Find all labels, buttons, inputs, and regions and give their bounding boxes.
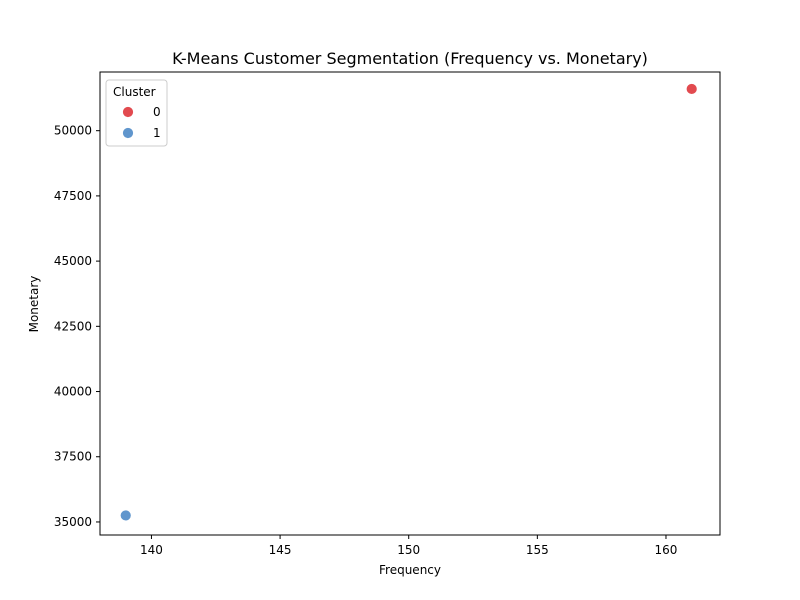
legend-box xyxy=(105,79,168,147)
x-tick-label: 150 xyxy=(397,543,420,557)
scatter-point-cluster-1 xyxy=(119,509,132,522)
legend-label-cluster-0: 0 xyxy=(153,105,161,119)
x-tick-label: 145 xyxy=(269,543,292,557)
x-axis-label: Frequency xyxy=(379,563,441,577)
x-axis-ticks: 140 145 150 155 160 xyxy=(140,535,677,557)
y-tick-label: 37500 xyxy=(54,450,92,464)
y-tick-label: 40000 xyxy=(54,385,92,399)
legend-label-cluster-1: 1 xyxy=(153,126,161,140)
y-tick-label: 35000 xyxy=(54,515,92,529)
legend-marker-cluster-0 xyxy=(122,106,134,118)
x-tick-label: 160 xyxy=(655,543,678,557)
legend: Cluster 01 xyxy=(105,79,168,147)
y-tick-label: 42500 xyxy=(54,319,92,333)
y-tick-label: 50000 xyxy=(54,124,92,138)
legend-entries: 01 xyxy=(122,105,161,140)
x-tick-label: 140 xyxy=(140,543,163,557)
scatter-point-cluster-0 xyxy=(685,83,698,95)
y-tick-label: 45000 xyxy=(54,254,92,268)
data-points xyxy=(119,83,698,522)
chart-title: K-Means Customer Segmentation (Frequency… xyxy=(172,49,648,68)
x-tick-label: 155 xyxy=(526,543,549,557)
legend-title: Cluster xyxy=(113,85,156,99)
y-axis-ticks: 35000 37500 40000 42500 45000 47500 50000 xyxy=(54,124,100,529)
y-tick-label: 47500 xyxy=(54,189,92,203)
plot-area-frame xyxy=(99,71,721,536)
legend-marker-cluster-1 xyxy=(122,127,134,139)
y-axis-label: Monetary xyxy=(27,276,41,333)
